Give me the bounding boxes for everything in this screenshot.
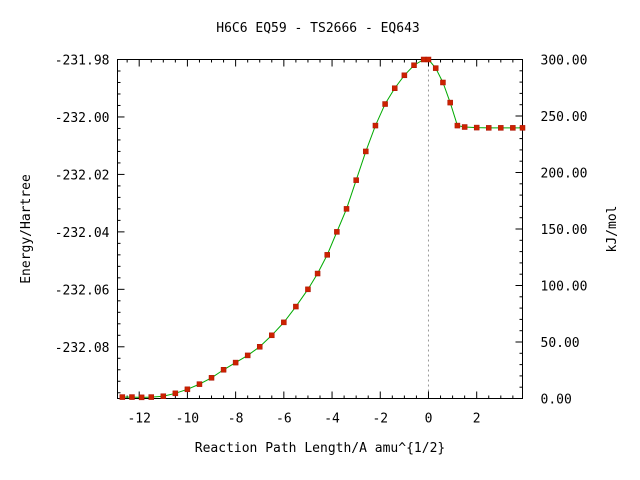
data-point — [519, 125, 526, 131]
y-tick-label: -232.00 — [55, 111, 110, 126]
y2-tick-label: 100.00 — [541, 280, 588, 295]
data-point — [334, 229, 340, 235]
data-point — [244, 352, 251, 359]
data-point — [208, 375, 215, 381]
y-tick-label: -232.02 — [55, 168, 110, 183]
data-point — [461, 124, 468, 130]
x-tick-label: 0 — [425, 412, 433, 427]
data-point — [196, 381, 203, 387]
data-point — [138, 394, 145, 401]
y-axis-left: -231.98 -232.00 -232.02 -232.04 -232.06 -232.… — [55, 54, 125, 394]
plot-frame — [117, 59, 523, 399]
x-tick-label: -8 — [228, 412, 244, 427]
data-point — [314, 270, 321, 277]
y2-tick-label: 250.00 — [541, 110, 588, 125]
data-point — [411, 62, 417, 68]
data-point — [220, 367, 227, 373]
y2-tick-label: 150.00 — [541, 223, 588, 238]
data-point — [473, 124, 480, 131]
x-tick-label: -2 — [372, 412, 388, 427]
data-point — [160, 393, 167, 399]
data-point — [372, 122, 379, 129]
data-point — [486, 125, 492, 131]
y-tick-label: -232.08 — [55, 341, 110, 356]
series-group — [119, 56, 526, 401]
x-tick-label: -6 — [276, 412, 292, 427]
data-point — [353, 177, 359, 183]
y-axis-right: 300.00 250.00 200.00 150.00 100.00 50.00 0.00 — [515, 54, 588, 408]
data-point — [129, 394, 135, 400]
data-point — [510, 125, 516, 131]
data-point — [425, 56, 432, 63]
x-tick-label: -10 — [176, 412, 199, 427]
data-point — [343, 206, 350, 212]
data-point — [305, 286, 311, 293]
x-axis: -12 -10 -8 -6 -4 -2 0 2 — [126, 59, 514, 427]
y-axis-label: Energy/Hartree — [19, 174, 34, 284]
y2-tick-label: 50.00 — [541, 336, 580, 351]
y2-tick-label: 0.00 — [541, 393, 572, 408]
data-point — [447, 99, 453, 106]
data-point — [420, 56, 427, 63]
data-point — [498, 125, 504, 131]
data-point — [401, 72, 408, 79]
y2-axis-label: kJ/mol — [605, 206, 620, 253]
data-point — [232, 359, 239, 366]
data-point — [440, 79, 446, 86]
x-tick-label: -4 — [324, 412, 340, 427]
data-point — [454, 122, 461, 129]
x-tick-label: -12 — [127, 412, 150, 427]
data-point — [391, 85, 398, 91]
chart-title: H6C6 EQ59 - TS2666 - EQ643 — [216, 21, 420, 36]
y2-tick-label: 300.00 — [541, 54, 588, 69]
data-point — [269, 332, 275, 339]
data-point — [382, 101, 388, 107]
y-tick-label: -232.06 — [55, 283, 110, 298]
data-point — [293, 303, 299, 310]
data-point — [119, 394, 126, 400]
data-point — [256, 344, 263, 350]
data-point — [281, 319, 287, 326]
data-point — [148, 394, 154, 400]
data-point — [432, 65, 439, 71]
y-tick-label: -232.04 — [55, 226, 110, 241]
data-point — [324, 252, 330, 258]
x-tick-label: 2 — [473, 412, 481, 427]
y2-tick-label: 200.00 — [541, 167, 588, 182]
data-point — [184, 386, 191, 393]
data-point — [363, 148, 369, 155]
data-point — [172, 390, 179, 397]
y-tick-label: -231.98 — [55, 54, 110, 69]
series-line — [122, 59, 523, 398]
x-axis-label: Reaction Path Length/A amu^{1/2} — [195, 441, 445, 456]
